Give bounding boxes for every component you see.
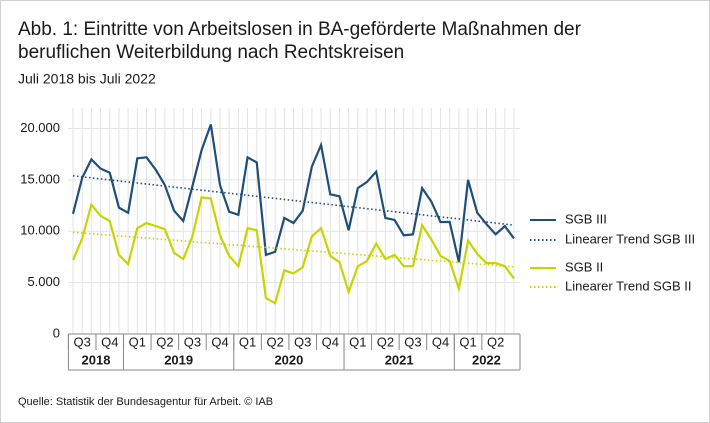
x-tick-label: Q1 (129, 334, 146, 349)
x-tick-label: Q1 (459, 334, 476, 349)
x-tick-label: Q4 (101, 334, 118, 349)
x-tick-label: Q3 (404, 334, 421, 349)
year-label: 2018 (82, 352, 111, 367)
chart-title: beruflichen Weiterbildung nach Rechtskre… (18, 42, 404, 63)
x-tick-label: Q4 (432, 334, 449, 349)
x-tick-label: Q1 (239, 334, 256, 349)
x-tick-label: Q3 (184, 334, 201, 349)
y-tick-label: 5.000 (27, 274, 60, 289)
line-series (71, 196, 515, 305)
x-tick-label: Q1 (349, 334, 366, 349)
chart-title: Abb. 1: Eintritte von Arbeitslosen in BA… (18, 19, 582, 40)
year-label: 2021 (385, 352, 414, 367)
x-tick-label: Q3 (74, 334, 91, 349)
y-tick-label: 10.000 (20, 223, 60, 238)
year-label: 2022 (472, 352, 501, 367)
legend-label: SGB II (565, 259, 603, 274)
chart-subtitle: Juli 2018 bis Juli 2022 (18, 71, 156, 87)
x-tick-label: Q3 (294, 334, 311, 349)
y-tick-label: 20.000 (20, 120, 60, 135)
line-series (71, 124, 515, 263)
legend-label: Linearer Trend SGB III (565, 231, 695, 246)
x-tick-label: Q2 (156, 334, 173, 349)
year-label: 2020 (274, 352, 303, 367)
x-tick-label: Q4 (322, 334, 339, 349)
x-tick-label: Q2 (487, 334, 504, 349)
x-tick-label: Q2 (377, 334, 394, 349)
legend-label: Linearer Trend SGB II (565, 278, 691, 293)
x-tick-label: Q2 (266, 334, 283, 349)
y-tick-label: 0 (53, 325, 60, 340)
y-tick-label: 15.000 (20, 171, 60, 186)
line-series (72, 231, 515, 268)
source-note: Quelle: Statistik der Bundesagentur für … (18, 396, 273, 408)
year-label: 2019 (164, 352, 193, 367)
legend-label: SGB III (565, 211, 607, 226)
x-tick-label: Q4 (211, 334, 228, 349)
